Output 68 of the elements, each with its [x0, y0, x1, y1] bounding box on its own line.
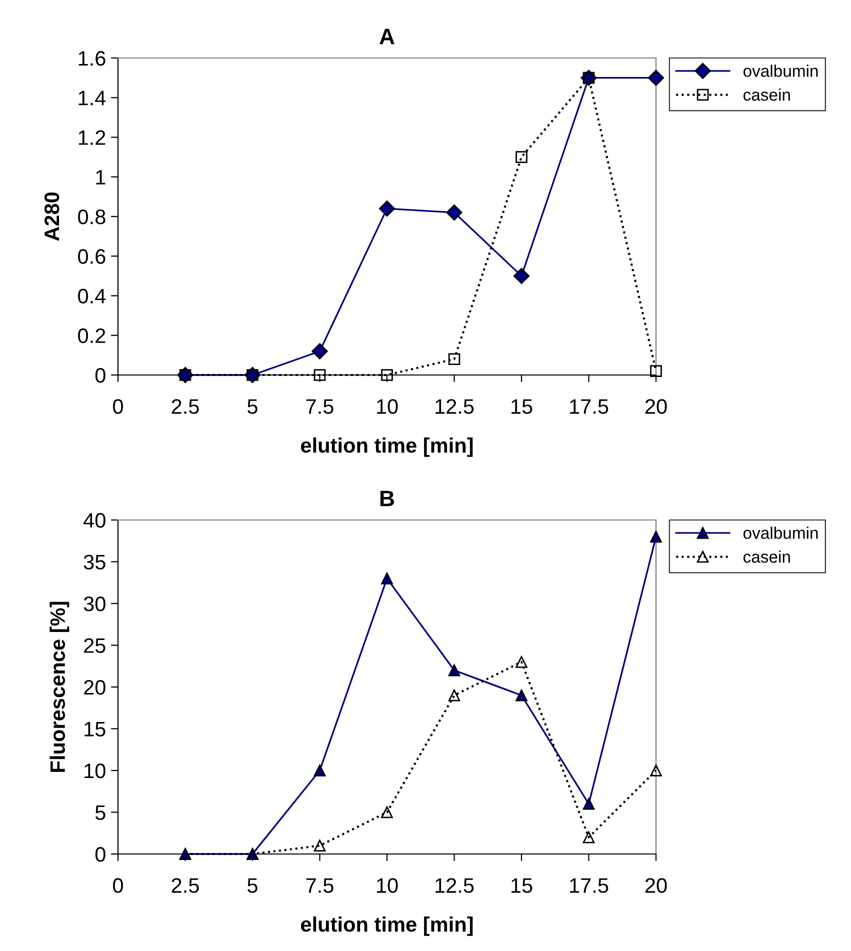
- y-tick-label: 5: [95, 805, 106, 820]
- y-tick-label: 15: [84, 722, 106, 737]
- point: [448, 353, 460, 366]
- point: [381, 572, 393, 584]
- point: [448, 664, 460, 676]
- x-tick-label: 20: [645, 878, 667, 893]
- y-tick-label: 25: [84, 638, 106, 654]
- point: [516, 656, 528, 668]
- y-tick-label: 35: [84, 554, 106, 570]
- point: [650, 530, 662, 543]
- legend-label: ovalbumin: [743, 64, 818, 77]
- point: [314, 764, 326, 776]
- x-tick-label: 0: [113, 878, 123, 893]
- y-tick-label: 30: [84, 596, 106, 612]
- point: [582, 798, 595, 810]
- point: [378, 200, 396, 217]
- x-tick-label: 10: [377, 878, 398, 893]
- x-tick-label: 2.5: [172, 399, 199, 414]
- x-tick-label: 12.5: [436, 878, 474, 893]
- x-tick-label: 20: [645, 399, 667, 414]
- x-tick-label: 2.5: [172, 878, 199, 893]
- point: [448, 689, 460, 702]
- x-axis-title: elution time [min]: [301, 437, 473, 457]
- point: [446, 204, 462, 221]
- legend-label: casein: [743, 88, 790, 101]
- x-tick-label: 7.5: [306, 878, 334, 893]
- y-tick-label: 10: [84, 764, 106, 778]
- point: [314, 840, 326, 852]
- x-tick-label: 5: [248, 878, 258, 893]
- x-tick-label: 17.5: [570, 399, 608, 414]
- legend-label: casein: [743, 550, 790, 563]
- y-tick-label: 40: [84, 513, 106, 528]
- x-tick-label: 7.5: [306, 399, 334, 414]
- point: [516, 151, 528, 163]
- point: [381, 806, 393, 818]
- x-tick-label: 10: [377, 399, 398, 414]
- x-tick-label: 12.5: [436, 399, 474, 414]
- y-tick-label: 0.6: [78, 249, 106, 264]
- point: [516, 689, 528, 702]
- x-tick-label: 0: [113, 399, 123, 414]
- x-tick-label: 15: [512, 878, 532, 893]
- point: [314, 369, 326, 381]
- y-tick-label: 0: [95, 368, 106, 383]
- x-tick-label: 17.5: [570, 878, 608, 893]
- point: [312, 343, 328, 360]
- y-axis-title: A280: [44, 192, 60, 241]
- y-axis-title: Fluorescence [%]: [50, 602, 70, 772]
- y-tick-label: 0.4: [78, 288, 106, 304]
- chart-title: B: [380, 490, 394, 506]
- x-tick-label: 5: [248, 399, 258, 414]
- y-tick-label: 0: [95, 847, 106, 862]
- y-tick-label: 1.6: [78, 51, 106, 66]
- point: [650, 764, 662, 776]
- point: [650, 365, 662, 377]
- chart-title: A: [380, 28, 394, 44]
- y-tick-label: 1.2: [78, 130, 106, 145]
- point: [381, 369, 393, 381]
- point: [513, 268, 530, 284]
- point: [582, 831, 595, 844]
- x-axis-title: elution time [min]: [301, 916, 473, 936]
- y-tick-label: 1.4: [78, 90, 106, 106]
- legend-label: ovalbumin: [743, 526, 818, 539]
- y-tick-label: 0.2: [78, 328, 106, 344]
- point: [648, 70, 664, 86]
- y-tick-label: 1: [96, 170, 106, 184]
- y-tick-label: 0.8: [78, 210, 106, 224]
- y-tick-label: 20: [84, 680, 106, 695]
- x-tick-label: 15: [512, 399, 532, 414]
